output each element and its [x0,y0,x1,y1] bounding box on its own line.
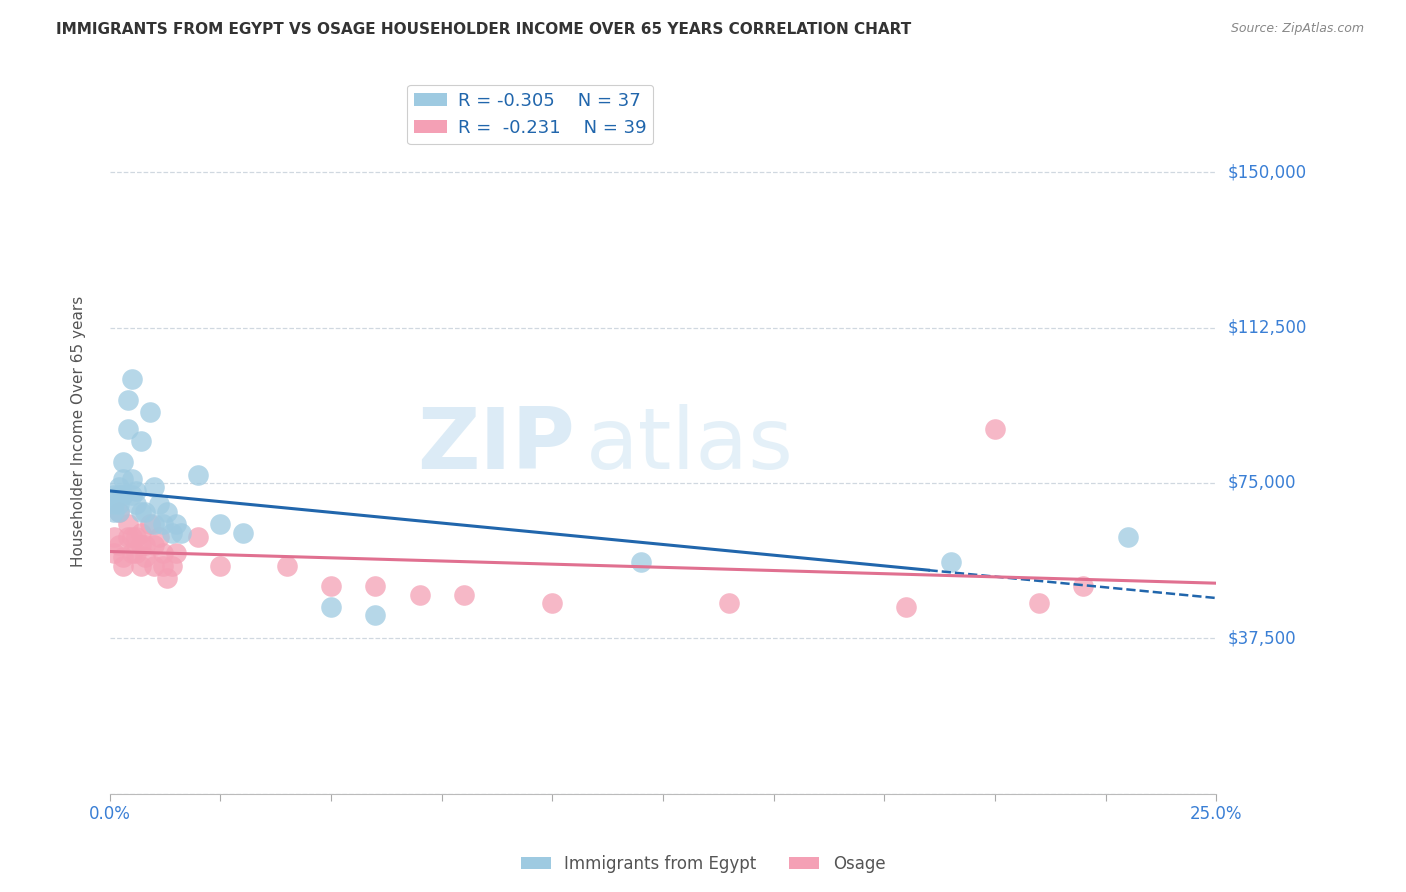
Point [939,555,962,569]
Point [125,497,148,511]
Point [143,480,166,494]
Point [143,517,166,532]
Point [319,600,342,615]
Point [125,484,148,499]
Text: $112,500: $112,500 [1227,318,1306,336]
Point [209,558,232,573]
Legend: Immigrants from Egypt, Osage: Immigrants from Egypt, Osage [515,848,891,880]
Point [134,550,156,565]
Point [152,517,174,532]
Text: $75,000: $75,000 [1227,474,1296,491]
Point [1116,530,1139,544]
Point [125,530,148,544]
Point [112,472,135,486]
Point [143,538,166,552]
Point [129,434,152,449]
Point [129,538,152,552]
Point [408,588,430,602]
Point [107,505,129,519]
Point [143,558,166,573]
Point [187,467,209,482]
Text: ZIP: ZIP [416,404,575,487]
Point [453,588,475,602]
Point [160,525,183,540]
Point [117,517,139,532]
Text: Source: ZipAtlas.com: Source: ZipAtlas.com [1230,22,1364,36]
Point [319,579,342,593]
Point [121,372,143,386]
Point [364,608,387,623]
Point [134,505,156,519]
Text: $37,500: $37,500 [1227,629,1296,648]
Point [107,488,129,502]
Text: IMMIGRANTS FROM EGYPT VS OSAGE HOUSEHOLDER INCOME OVER 65 YEARS CORRELATION CHAR: IMMIGRANTS FROM EGYPT VS OSAGE HOUSEHOLD… [56,22,911,37]
Point [138,517,160,532]
Point [129,525,152,540]
Point [718,596,741,610]
Point [117,392,139,407]
Text: atlas: atlas [585,404,793,487]
Point [148,497,170,511]
Point [156,505,179,519]
Point [134,538,156,552]
Point [112,488,135,502]
Point [112,455,135,469]
Point [121,488,143,502]
Point [107,480,129,494]
Point [121,472,143,486]
Legend: R = -0.305    N = 37, R =  -0.231    N = 39: R = -0.305 N = 37, R = -0.231 N = 39 [408,85,654,145]
Point [160,558,183,573]
Point [364,579,387,593]
Point [165,546,187,560]
Point [121,546,143,560]
Text: $150,000: $150,000 [1227,163,1306,181]
Point [125,546,148,560]
Point [187,530,209,544]
Point [232,525,254,540]
Point [138,405,160,419]
Point [1028,596,1050,610]
Point [107,538,129,552]
Point [103,530,125,544]
Point [103,546,125,560]
Point [121,530,143,544]
Point [112,558,135,573]
Point [148,530,170,544]
Y-axis label: Householder Income Over 65 years: Householder Income Over 65 years [72,295,86,566]
Point [541,596,564,610]
Point [117,422,139,436]
Point [169,525,191,540]
Point [107,497,129,511]
Point [129,505,152,519]
Point [103,497,125,511]
Point [209,517,232,532]
Point [129,558,152,573]
Point [630,555,652,569]
Point [103,488,125,502]
Point [112,550,135,565]
Point [984,422,1007,436]
Point [165,517,187,532]
Point [103,505,125,519]
Point [156,571,179,585]
Point [107,505,129,519]
Point [1073,579,1095,593]
Point [152,546,174,560]
Point [896,600,918,615]
Point [276,558,298,573]
Point [152,558,174,573]
Point [117,530,139,544]
